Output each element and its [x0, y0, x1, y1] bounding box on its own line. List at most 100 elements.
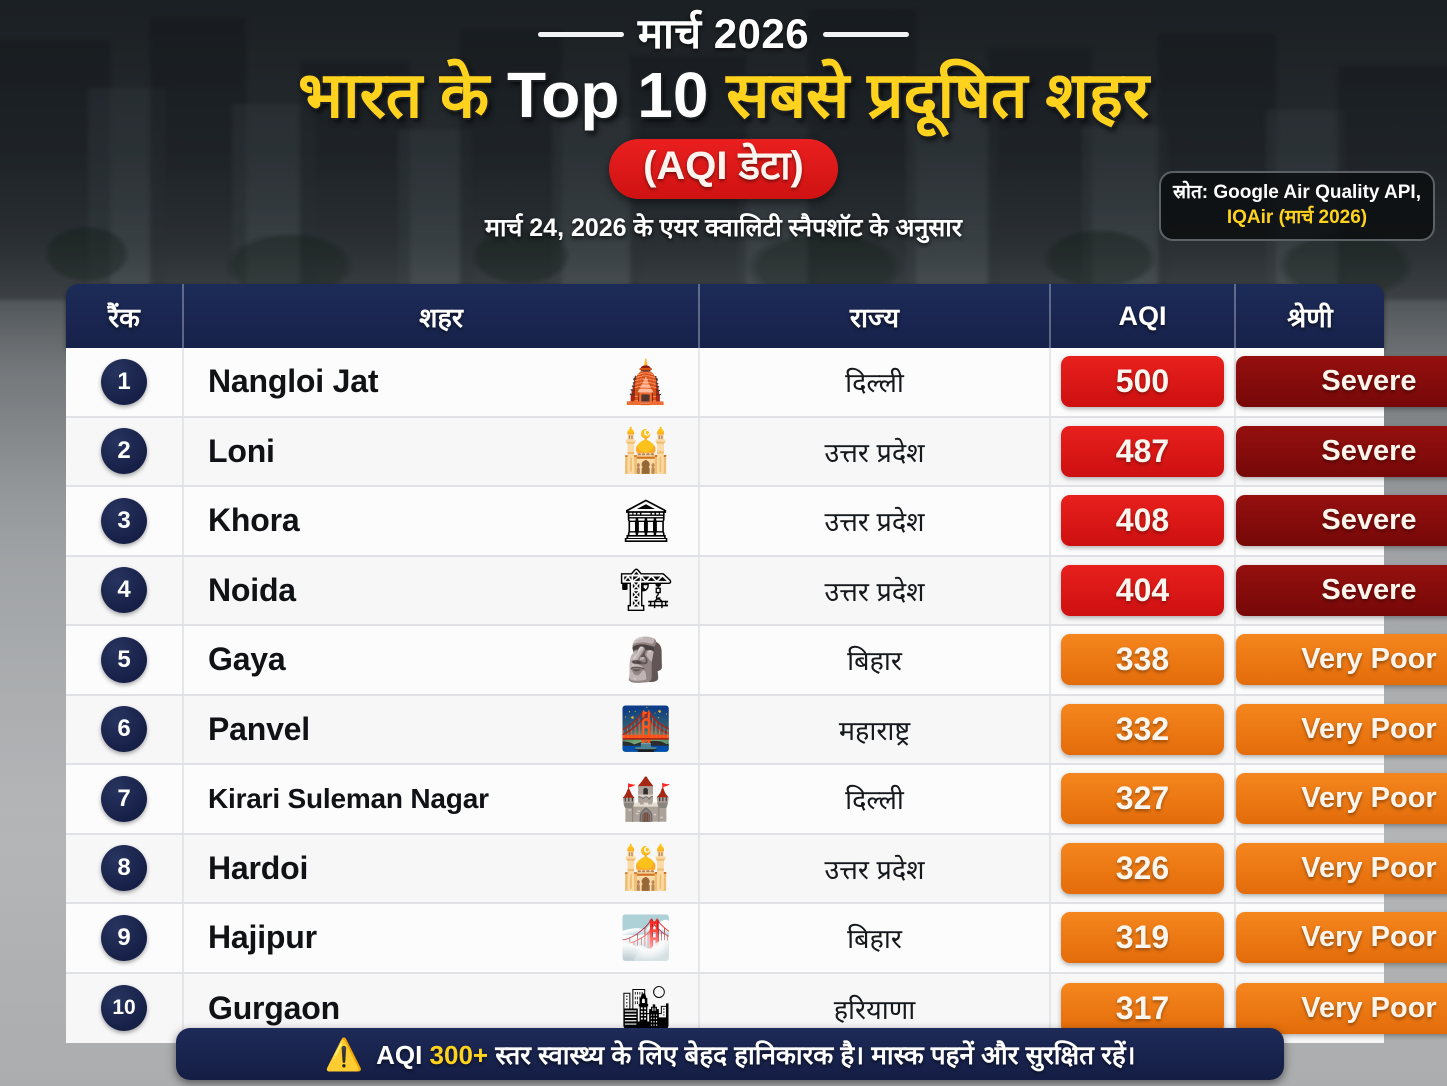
aqi-cell: 327 — [1051, 765, 1236, 833]
aqi-cell: 332 — [1051, 695, 1236, 763]
city-cell: Kirari Suleman Nagar 🏰 — [184, 765, 700, 833]
rank-badge: 9 — [101, 914, 147, 961]
category-cell: Very Poor — [1236, 696, 1447, 764]
aqi-cell: 319 — [1051, 904, 1236, 972]
state-cell: उत्तर प्रदेश — [700, 417, 1051, 485]
aqi-cell: 326 — [1051, 834, 1236, 902]
warning-text: AQI 300+ स्तर स्वास्थ्य के लिए बेहद हानि… — [376, 1036, 1135, 1072]
rank-badge: 5 — [101, 636, 147, 683]
rank-cell: 5 — [66, 626, 184, 694]
state-name: दिल्ली — [845, 785, 904, 816]
state-name: बिहार — [847, 924, 902, 955]
warning-text-highlight: 300+ — [429, 1040, 489, 1070]
skyline-block — [460, 30, 562, 300]
city-cell: Gaya 🗿 — [184, 626, 700, 694]
category-badge: Severe — [1236, 564, 1447, 616]
rank-cell: 6 — [66, 695, 184, 763]
city-name: Hajipur — [208, 919, 317, 956]
city-name: Loni — [208, 432, 275, 469]
city-cell: Hajipur 🌁 — [184, 904, 700, 972]
skyline-block — [1082, 126, 1168, 300]
warning-text-post: स्तर स्वास्थ्य के लिए बेहद हानिकारक है। … — [488, 1040, 1136, 1070]
aqi-value-badge: 500 — [1061, 356, 1224, 408]
page-title: भारत के Top 10 सबसे प्रदूषित शहर — [0, 59, 1447, 131]
skyline-block — [150, 18, 246, 300]
category-badge: Severe — [1236, 425, 1447, 477]
rank-badge: 10 — [101, 985, 147, 1032]
rank-badge: 1 — [101, 358, 147, 405]
table-row: 3 Khora 🏛 उत्तर प्रदेश 408 Severe — [66, 487, 1447, 557]
table-row: 9 Hajipur 🌁 बिहार 319 Very Poor — [66, 904, 1447, 974]
aqi-value-badge: 338 — [1061, 634, 1224, 686]
skyline-block — [398, 130, 472, 300]
state-name: बिहार — [847, 646, 902, 677]
skyline-block — [0, 40, 110, 300]
skyline-block — [300, 62, 410, 300]
category-badge: Very Poor — [1236, 703, 1447, 755]
state-name: महाराष्ट्र — [838, 715, 911, 746]
aqi-cell: 317 — [1051, 973, 1236, 1043]
category-cell: Very Poor — [1236, 835, 1447, 903]
column-header-city: शहर — [184, 284, 700, 348]
skyline-block — [906, 96, 998, 300]
category-badge: Very Poor — [1236, 634, 1447, 686]
state-name: हरियाणा — [833, 994, 916, 1025]
state-cell: उत्तर प्रदेश — [700, 556, 1051, 624]
category-cell: Very Poor — [1236, 765, 1447, 833]
title-part-3: सबसे प्रदूषित शहर — [708, 59, 1149, 131]
column-header-state: राज्य — [700, 284, 1051, 348]
state-name: दिल्ली — [845, 368, 904, 399]
skyline-block — [88, 88, 166, 300]
state-cell: महाराष्ट्र — [700, 695, 1051, 763]
state-cell: बिहार — [700, 626, 1051, 694]
rank-cell: 4 — [66, 556, 184, 624]
city-name: Hardoi — [208, 849, 309, 886]
state-cell: दिल्ली — [700, 348, 1051, 416]
rank-cell: 2 — [66, 417, 184, 485]
aqi-cell: 487 — [1051, 417, 1236, 485]
buddha-statue-icon: 🗿 — [619, 635, 673, 683]
aqi-value-badge: 408 — [1061, 495, 1224, 547]
category-badge: Very Poor — [1236, 912, 1447, 964]
taj-mahal-icon: 🕌 — [619, 427, 673, 475]
health-warning-banner: ⚠️ AQI 300+ स्तर स्वास्थ्य के लिए बेहद ह… — [176, 1028, 1284, 1080]
state-cell: उत्तर प्रदेश — [700, 487, 1051, 555]
city-cell: Loni 🕌 — [184, 417, 700, 485]
rank-badge: 4 — [101, 567, 147, 614]
title-part-2: Top 10 — [506, 59, 709, 131]
state-cell: दिल्ली — [700, 765, 1051, 833]
column-header-category: श्रेणी — [1287, 302, 1333, 333]
state-cell: हरियाणा — [700, 973, 1051, 1043]
aqi-value-badge: 487 — [1061, 425, 1224, 477]
suspension-bridge-icon: 🌉 — [619, 705, 673, 753]
city-name: Kirari Suleman Nagar — [208, 782, 489, 814]
warning-text-pre: AQI — [376, 1040, 430, 1070]
city-name: Khora — [208, 502, 300, 539]
monument-icon: 🏛 — [619, 496, 673, 544]
city-name: Nangloi Jat — [208, 363, 379, 400]
category-badge: Very Poor — [1236, 982, 1447, 1034]
category-cell: Very Poor — [1236, 974, 1447, 1044]
kicker-rule-right — [823, 31, 910, 37]
palace-icon: 🕌 — [619, 844, 673, 892]
city-cell: Gurgaon 🏙 — [184, 973, 700, 1043]
city-cell: Panvel 🌉 — [184, 695, 700, 763]
aqi-value-badge: 404 — [1061, 564, 1224, 616]
aqi-cell: 408 — [1051, 487, 1236, 555]
category-badge: Very Poor — [1236, 842, 1447, 894]
category-cell: Severe — [1236, 487, 1447, 555]
table-row: 7 Kirari Suleman Nagar 🏰 दिल्ली 327 Very Poor — [66, 765, 1447, 835]
rank-badge: 8 — [101, 845, 147, 892]
rank-badge: 2 — [101, 428, 147, 475]
city-name: Gurgaon — [208, 989, 340, 1026]
rank-cell: 3 — [66, 487, 184, 555]
skyline-block — [988, 48, 1092, 300]
aqi-value-badge: 319 — [1061, 912, 1224, 964]
cityscape-icon: 🏙 — [619, 984, 673, 1032]
rank-cell: 9 — [66, 904, 184, 972]
state-name: उत्तर प्रदेश — [824, 576, 925, 607]
source-line-2: IQAir (मार्च 2026) — [1226, 206, 1368, 228]
category-badge: Very Poor — [1236, 773, 1447, 825]
table-row: 4 Noida 🏗 उत्तर प्रदेश 404 Severe — [66, 556, 1447, 626]
rank-cell: 7 — [66, 765, 184, 833]
